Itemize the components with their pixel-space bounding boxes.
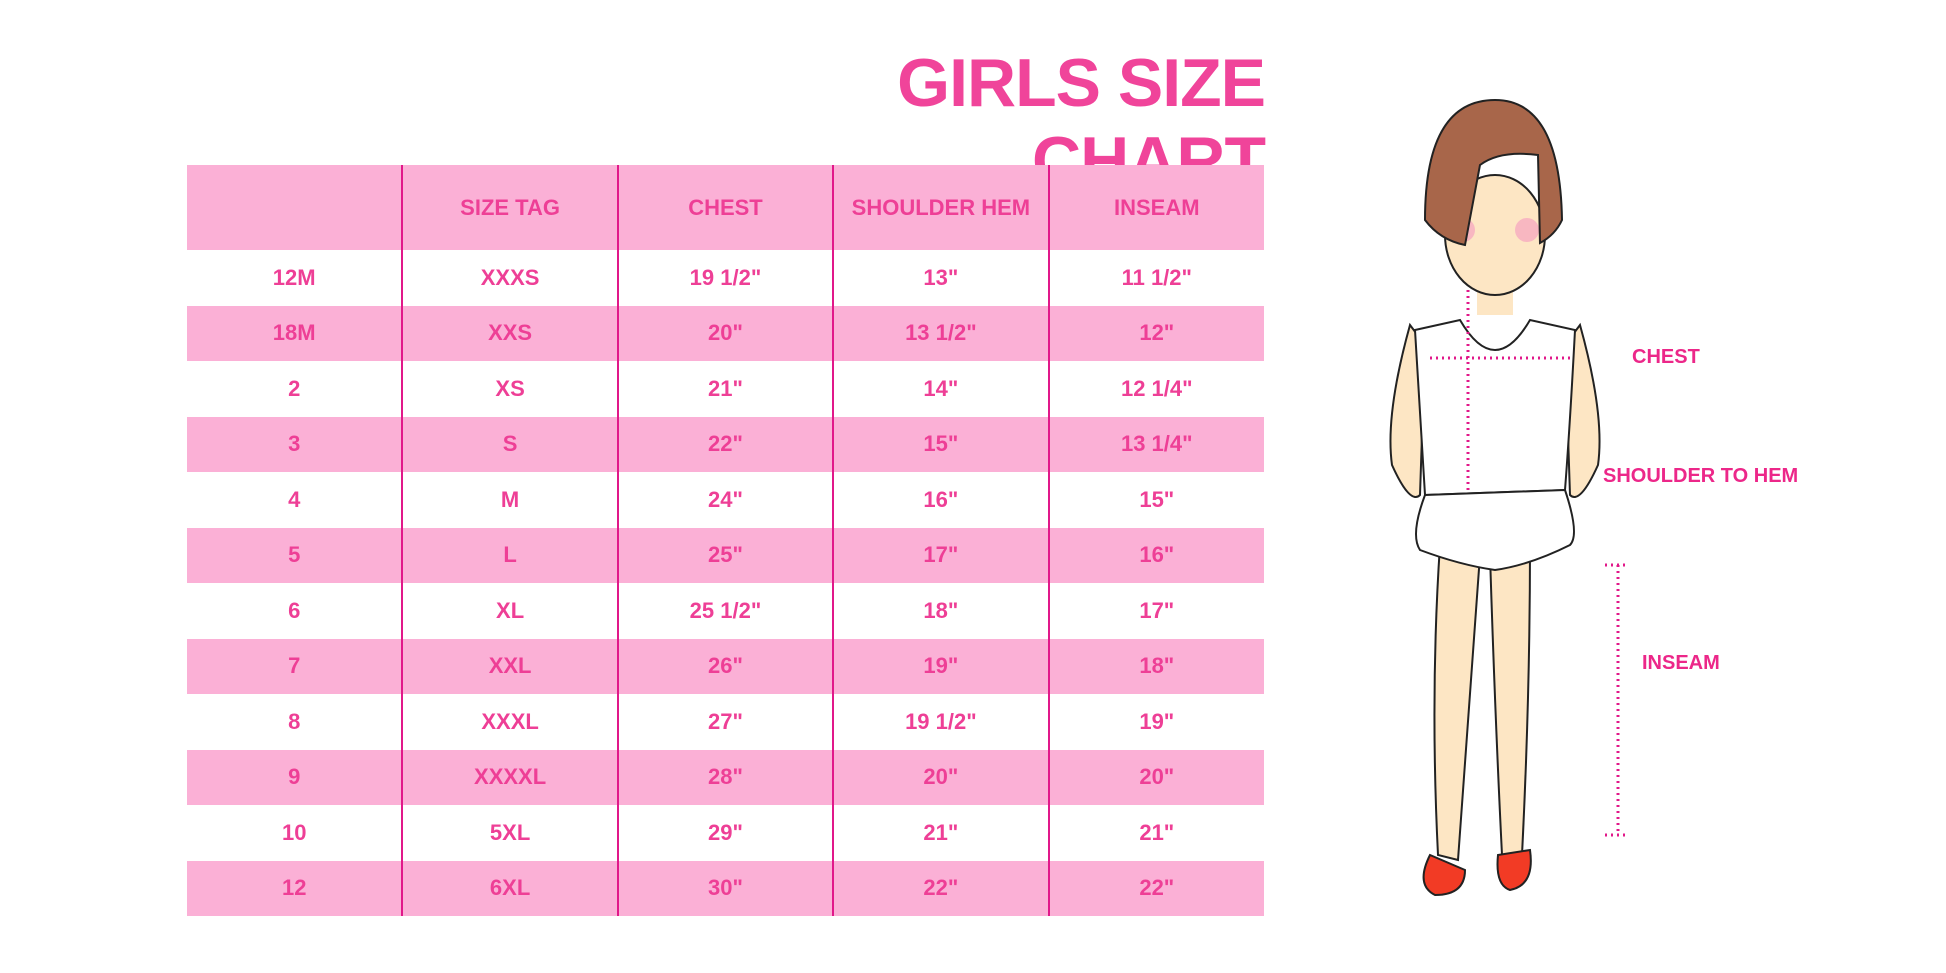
- table-cell: 12": [1047, 305, 1264, 361]
- table-cell: L: [401, 527, 618, 583]
- table-cell: 20": [832, 749, 1049, 805]
- table-cell: 14": [832, 361, 1049, 417]
- table-cell: XXXL: [401, 694, 618, 750]
- table-cell: 17": [1047, 583, 1264, 639]
- table-cell: 3: [187, 416, 403, 472]
- table-cell: 6XL: [401, 860, 618, 916]
- size-chart-table: SIZE TAG CHEST SHOULDER HEM INSEAM 12M XXXS 1…: [187, 165, 1264, 916]
- table-row: 2 XS 21" 14" 12 1/4": [187, 361, 1264, 417]
- girl-illustration: [1389, 98, 1625, 897]
- table-cell: 15": [832, 416, 1049, 472]
- table-cell: 20": [1047, 749, 1264, 805]
- table-cell: XS: [401, 361, 618, 417]
- table-cell: 5XL: [401, 805, 618, 861]
- table-row: 7 XXL 26" 19" 18": [187, 638, 1264, 694]
- table-cell: 2: [288, 375, 301, 401]
- table-cell: 13": [832, 250, 1049, 306]
- table-cell: 16": [832, 472, 1049, 528]
- table-row: 9 XXXXL 28" 20" 20": [187, 749, 1264, 805]
- table-cell: 9: [187, 749, 403, 805]
- table-cell: 19": [1047, 694, 1264, 750]
- shoulder-to-hem-label: SHOULDER TO HEM: [1603, 465, 1799, 487]
- table-cell: 19 1/2": [832, 694, 1049, 750]
- table-row: 8 XXXL 27" 19 1/2" 19": [187, 694, 1264, 750]
- table-cell: 17": [832, 527, 1049, 583]
- table-cell: 18": [832, 583, 1049, 639]
- table-cell: XXXS: [401, 250, 618, 306]
- table-cell: 21": [1047, 805, 1264, 861]
- inseam-label: INSEAM: [1642, 652, 1720, 674]
- bloomers: [1415, 488, 1575, 572]
- table-cell: 15": [1047, 472, 1264, 528]
- table-row: 12M XXXS 19 1/2" 13" 11 1/2": [187, 250, 1264, 306]
- table-cell: XL: [401, 583, 618, 639]
- table-cell: 27": [616, 694, 834, 750]
- table-cell: 13 1/4": [1047, 416, 1264, 472]
- table-cell: 30": [616, 860, 834, 916]
- table-cell: 26": [616, 638, 834, 694]
- legs: [1433, 543, 1532, 862]
- table-cell: 5: [187, 527, 403, 583]
- table-cell: 4: [288, 486, 301, 512]
- table-cell: 25": [616, 527, 834, 583]
- table-cell: 19 1/2": [616, 250, 834, 306]
- shoes: [1422, 848, 1532, 897]
- table-cell: 20": [616, 305, 834, 361]
- column-header: [187, 165, 403, 250]
- table-cell: 28": [616, 749, 834, 805]
- top: [1413, 318, 1577, 497]
- table-cell: 8: [288, 708, 301, 734]
- table-cell: 22": [1047, 860, 1264, 916]
- hair: [1423, 98, 1564, 247]
- table-row: 5 L 25" 17" 16": [187, 527, 1264, 583]
- header-row: SIZE TAG CHEST SHOULDER HEM INSEAM: [187, 165, 1264, 250]
- table-row: 10 5XL 29" 21" 21": [187, 805, 1264, 861]
- table-row: 12 6XL 30" 22" 22": [187, 860, 1264, 916]
- table-cell: 22": [616, 416, 834, 472]
- table-cell: 16": [1047, 527, 1264, 583]
- table-row: 3 S 22" 15" 13 1/4": [187, 416, 1264, 472]
- table-cell: XXXXL: [401, 749, 618, 805]
- table-cell: 19": [832, 638, 1049, 694]
- table-cell: 22": [832, 860, 1049, 916]
- table-row: 6 XL 25 1/2" 18" 17": [187, 583, 1264, 639]
- table-cell: 21": [616, 361, 834, 417]
- table-cell: 12: [187, 860, 403, 916]
- table-cell: XXL: [401, 638, 618, 694]
- arms: [1389, 322, 1601, 498]
- table-cell: XXS: [401, 305, 618, 361]
- table-cell: S: [401, 416, 618, 472]
- table-cell: M: [401, 472, 618, 528]
- table-cell: 12 1/4": [1047, 361, 1264, 417]
- column-header: SIZE TAG: [401, 165, 618, 250]
- table-cell: 21": [832, 805, 1049, 861]
- chest-label: CHEST: [1632, 346, 1700, 368]
- table-cell: 24": [616, 472, 834, 528]
- table-cell: 29": [616, 805, 834, 861]
- table-cell: 7: [187, 638, 403, 694]
- page-title: GIRLS SIZE CHART: [897, 45, 1266, 199]
- table-cell: 10: [281, 819, 307, 845]
- table-cell: 6: [288, 597, 301, 623]
- table-cell: 13 1/2": [832, 305, 1049, 361]
- table-row: 4 M 24" 16" 15": [187, 472, 1264, 528]
- table-row: 18M XXS 20" 13 1/2" 12": [187, 305, 1264, 361]
- column-header: SHOULDER HEM: [832, 165, 1049, 250]
- table-cell: 12M: [272, 264, 316, 290]
- column-header: INSEAM: [1047, 165, 1264, 250]
- column-header: CHEST: [616, 165, 834, 250]
- table-cell: 11 1/2": [1047, 250, 1264, 306]
- table-cell: 18": [1047, 638, 1264, 694]
- table-cell: 18M: [187, 305, 403, 361]
- table-cell: 25 1/2": [616, 583, 834, 639]
